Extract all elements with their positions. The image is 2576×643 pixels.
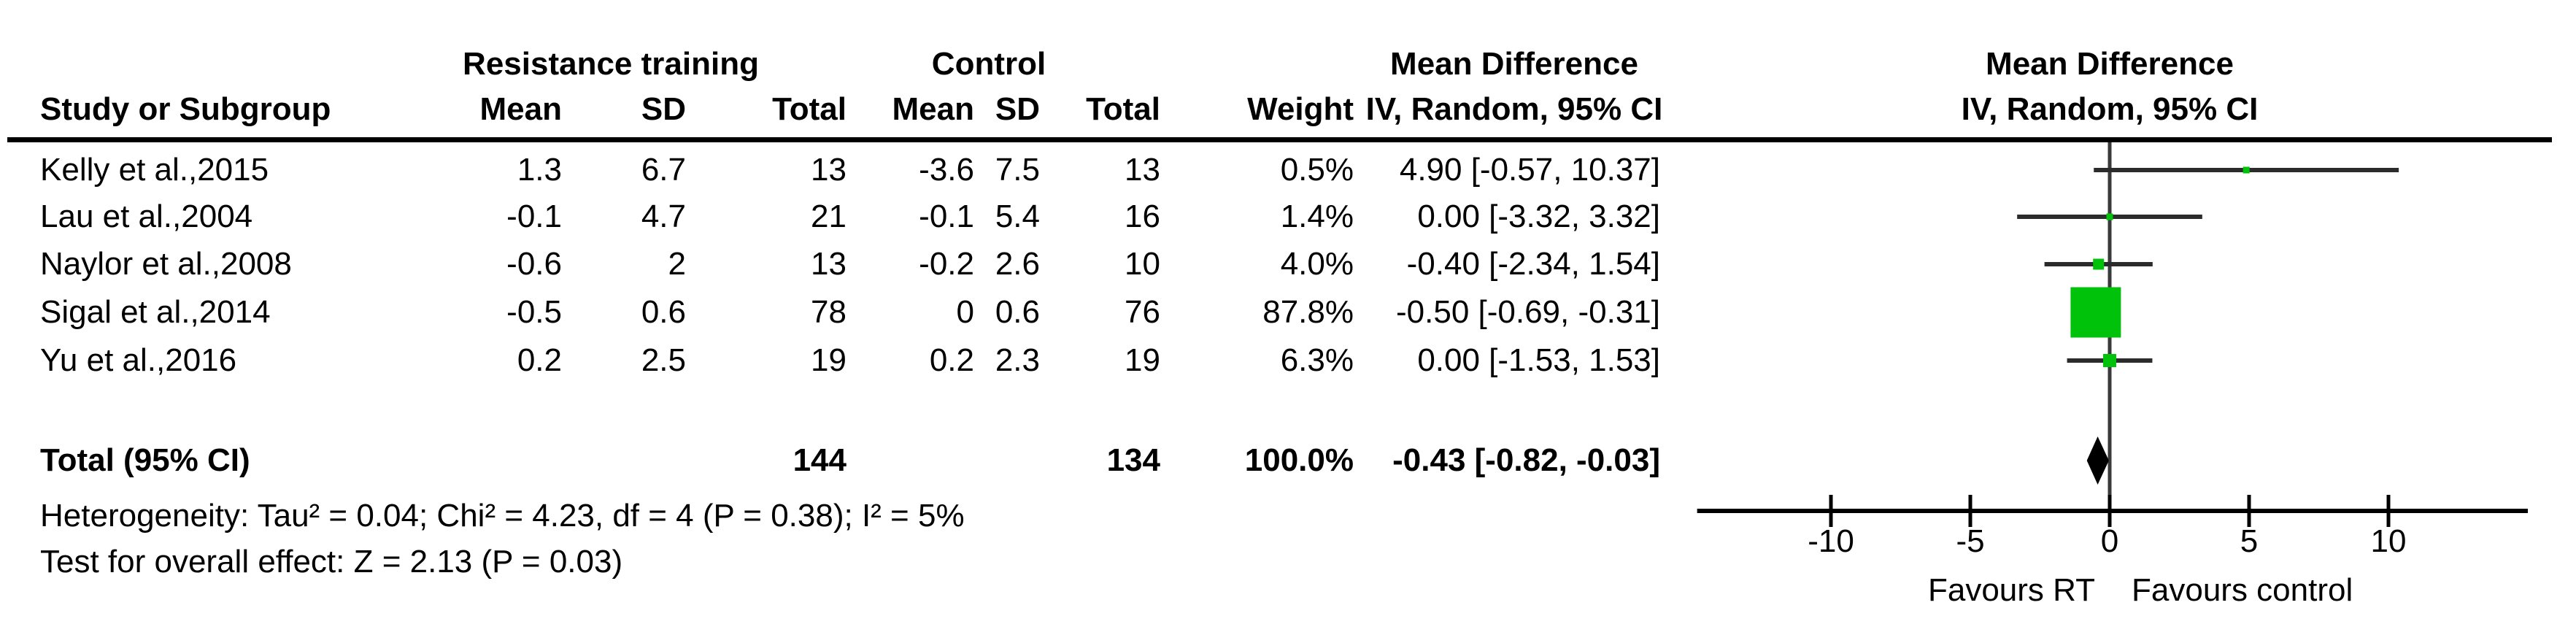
cell-control-total: 13 xyxy=(1125,152,1160,188)
table-effect-header-line1: Mean Difference xyxy=(1390,46,1638,82)
cell-study: Yu et al.,2016 xyxy=(40,342,237,378)
cell-ci: 4.90 [-0.57, 10.37] xyxy=(1399,152,1660,188)
cell-rt-total: 78 xyxy=(811,294,847,330)
cell-weight: 6.3% xyxy=(1280,342,1354,378)
cell-rt-total: 13 xyxy=(811,246,847,282)
cell-ci: -0.50 [-0.69, -0.31] xyxy=(1396,294,1660,330)
effect-marker xyxy=(2103,354,2116,367)
cell-rt-total: 19 xyxy=(811,342,847,378)
cell-study: Naylor et al.,2008 xyxy=(40,246,292,282)
cell-weight: 0.5% xyxy=(1280,152,1354,188)
group-header-control: Control xyxy=(931,46,1046,82)
cell-rt-mean: 0.2 xyxy=(517,342,562,378)
cell-weight: 87.8% xyxy=(1262,294,1354,330)
col-header-control-total: Total xyxy=(1086,91,1160,127)
header-divider-rule xyxy=(7,137,2552,142)
cell-control-sd: 0.6 xyxy=(995,294,1040,330)
cell-rt-sd: 4.7 xyxy=(641,199,686,234)
cell-control-sd: 2.3 xyxy=(995,342,1040,378)
axis-tick-label: 0 xyxy=(2100,523,2119,559)
cell-weight: 1.4% xyxy=(1280,199,1354,234)
col-header-study: Study or Subgroup xyxy=(40,91,331,127)
cell-rt-sd: 6.7 xyxy=(641,152,686,188)
cell-study: Lau et al.,2004 xyxy=(40,199,253,234)
cell-control-sd: 7.5 xyxy=(995,152,1040,188)
col-header-rt-mean: Mean xyxy=(479,91,562,127)
effect-marker xyxy=(2070,287,2121,338)
cell-rt-sd: 0.6 xyxy=(641,294,686,330)
total-row-label: Total (95% CI) xyxy=(40,442,250,478)
col-header-rt-sd: SD xyxy=(641,91,686,127)
cell-control-mean: 0 xyxy=(956,294,974,330)
overall-effect-note: Test for overall effect: Z = 2.13 (P = 0… xyxy=(40,544,623,580)
effect-marker xyxy=(2093,258,2105,270)
favours-right-label: Favours control xyxy=(2132,572,2353,608)
cell-control-sd: 5.4 xyxy=(995,199,1040,234)
effect-marker xyxy=(2106,213,2113,220)
table-effect-header-line2: IV, Random, 95% CI xyxy=(1365,91,1663,127)
cell-control-total: 16 xyxy=(1125,199,1160,234)
cell-control-mean: -3.6 xyxy=(919,152,974,188)
cell-study: Sigal et al.,2014 xyxy=(40,294,271,330)
group-header-resistance-training: Resistance training xyxy=(463,46,759,82)
cell-rt-mean: -0.6 xyxy=(506,246,562,282)
cell-control-mean: -0.2 xyxy=(919,246,974,282)
cell-weight: 4.0% xyxy=(1280,246,1354,282)
total-rt-total: 144 xyxy=(793,442,847,478)
cell-rt-total: 13 xyxy=(811,152,847,188)
col-header-control-sd: SD xyxy=(995,91,1040,127)
cell-ci: 0.00 [-3.32, 3.32] xyxy=(1417,199,1660,234)
total-weight: 100.0% xyxy=(1244,442,1354,478)
plot-effect-header-line2: IV, Random, 95% CI xyxy=(1961,91,2259,127)
axis-tick-label: 5 xyxy=(2240,523,2259,559)
cell-rt-total: 21 xyxy=(811,199,847,234)
cell-rt-mean: -0.1 xyxy=(506,199,562,234)
cell-control-total: 10 xyxy=(1125,246,1160,282)
cell-control-mean: 0.2 xyxy=(929,342,974,378)
summary-diamond xyxy=(2086,436,2109,485)
cell-ci: -0.40 [-2.34, 1.54] xyxy=(1406,246,1660,282)
cell-control-sd: 2.6 xyxy=(995,246,1040,282)
axis-tick-label: -5 xyxy=(1956,523,1985,559)
favours-left-label: Favours RT xyxy=(1927,572,2095,608)
cell-rt-mean: 1.3 xyxy=(517,152,562,188)
total-ci-text: -0.43 [-0.82, -0.03] xyxy=(1392,442,1660,478)
cell-control-total: 76 xyxy=(1125,294,1160,330)
cell-study: Kelly et al.,2015 xyxy=(40,152,269,188)
col-header-rt-total: Total xyxy=(772,91,847,127)
axis-tick-label: 10 xyxy=(2370,523,2407,559)
plot-effect-header-line1: Mean Difference xyxy=(1986,46,2234,82)
cell-rt-sd: 2 xyxy=(668,246,686,282)
axis-tick-label: -10 xyxy=(1808,523,1854,559)
cell-control-total: 19 xyxy=(1125,342,1160,378)
cell-rt-mean: -0.5 xyxy=(506,294,562,330)
total-control-total: 134 xyxy=(1106,442,1160,478)
heterogeneity-note: Heterogeneity: Tau² = 0.04; Chi² = 4.23,… xyxy=(40,498,965,534)
col-header-control-mean: Mean xyxy=(892,91,974,127)
cell-control-mean: -0.1 xyxy=(919,199,974,234)
cell-ci: 0.00 [-1.53, 1.53] xyxy=(1417,342,1660,378)
col-header-weight: Weight xyxy=(1247,91,1354,127)
cell-rt-sd: 2.5 xyxy=(641,342,686,378)
effect-marker xyxy=(2243,166,2250,174)
